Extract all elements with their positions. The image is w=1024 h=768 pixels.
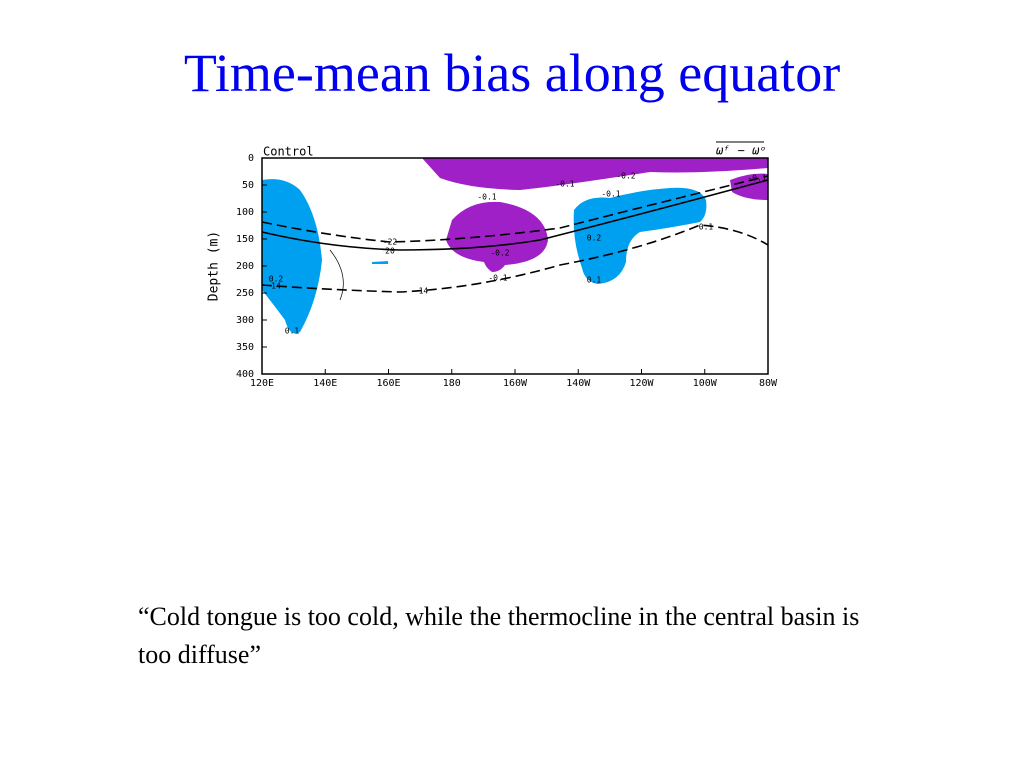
y-axis-label: Depth (m) [207,231,222,301]
contour-label: -0.1 [477,193,496,202]
x-tick-label: 180 [443,378,461,389]
legend-label: ωᶠ − ωᵒ [716,144,767,158]
contour-label: -0.1 [747,174,766,183]
contour-label: -0.2 [616,172,635,181]
x-tick-label: 140E [313,378,337,389]
x-tick-label: 160W [503,378,528,389]
caption: “Cold tongue is too cold, while the ther… [138,602,860,669]
x-tick-label: 120E [250,378,274,389]
y-tick-label: 0 [248,153,254,164]
contour-label: -14 [414,287,429,296]
contour-label: 20 [385,247,395,256]
y-tick-label: 150 [236,234,254,245]
contour-label: 0.1 [285,327,300,336]
contour-label: 0.1 [587,276,602,285]
y-tick-label: 100 [236,207,254,218]
x-tick-label: 120W [629,378,654,389]
y-tick-label: 50 [242,180,254,191]
contour-label: 0.1 [699,223,714,232]
y-tick-label: 400 [236,369,254,380]
contour-lines [261,175,769,301]
contour-label: 0.2 [269,275,284,284]
contour-label: -0.1 [488,274,507,283]
contour-fill [262,158,768,334]
contour-label: -0.1 [555,180,574,189]
y-tick-label: 250 [236,288,254,299]
panel-label: Control [263,145,314,159]
x-tick-label: 100W [693,378,718,389]
contour-label: 0.2 [587,234,602,243]
x-tick-label: 80W [759,378,778,389]
contour-label: -22 [383,238,398,247]
y-tick-label: 200 [236,261,254,272]
contour-label: -0.1 [601,190,620,199]
contour-label: 14 [271,282,281,291]
y-tick-label: 350 [236,342,254,353]
figure: Control ωᶠ − ωᵒ Depth (m) 0 50 100 150 200 25… [207,141,778,389]
contour-label: -0.2 [490,249,509,258]
slide-title: Time-mean bias along equator [183,43,841,103]
y-tick-label: 300 [236,315,254,326]
x-tick-label: 140W [566,378,591,389]
x-tick-label: 160E [376,378,400,389]
